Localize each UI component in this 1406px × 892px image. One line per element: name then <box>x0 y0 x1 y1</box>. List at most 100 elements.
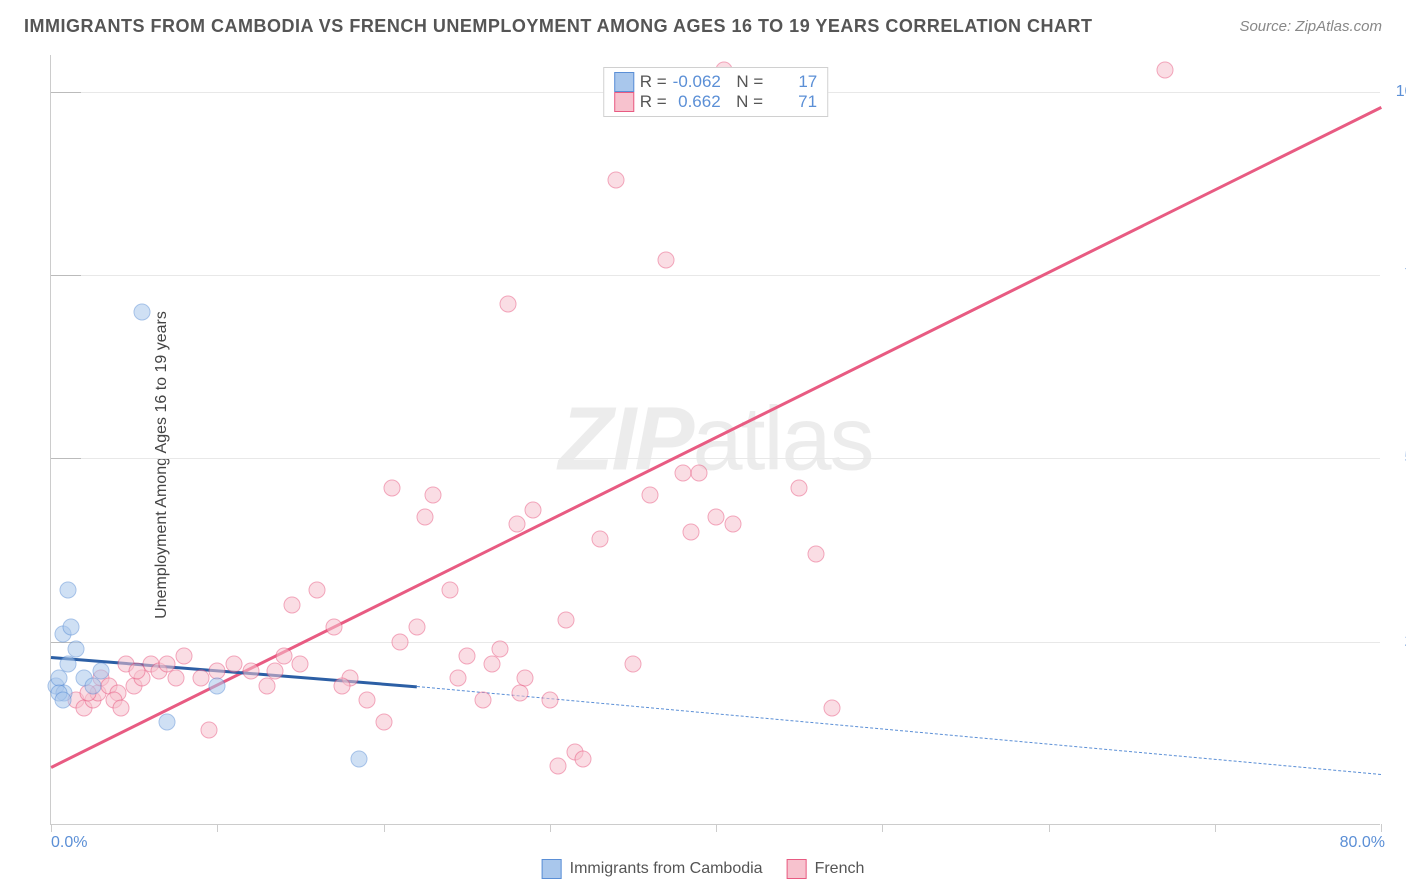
data-point <box>591 531 608 548</box>
data-point <box>350 751 367 768</box>
legend-item-cambodia: Immigrants from Cambodia <box>542 859 763 879</box>
chart-title: IMMIGRANTS FROM CAMBODIA VS FRENCH UNEMP… <box>24 16 1093 37</box>
x-tick-label: 80.0% <box>1340 834 1385 852</box>
data-point <box>508 516 525 533</box>
data-point <box>159 714 176 731</box>
data-point <box>67 641 84 658</box>
data-point <box>209 677 226 694</box>
x-tick-mark <box>1215 824 1216 832</box>
data-point <box>1156 61 1173 78</box>
x-tick-mark <box>384 824 385 832</box>
legend-swatch-icon <box>542 859 562 879</box>
data-point <box>192 670 209 687</box>
data-point <box>483 655 500 672</box>
x-tick-mark <box>1049 824 1050 832</box>
data-point <box>383 479 400 496</box>
y-tick-label: 100.0% <box>1390 83 1406 101</box>
stat-r-value: -0.062 <box>673 72 721 92</box>
data-point <box>129 663 146 680</box>
data-point <box>134 303 151 320</box>
data-point <box>59 582 76 599</box>
stats-row: R = 0.662 N = 71 <box>614 92 818 112</box>
x-tick-mark <box>217 824 218 832</box>
data-point <box>824 699 841 716</box>
legend-swatch-icon <box>787 859 807 879</box>
data-point <box>375 714 392 731</box>
stats-legend: R = -0.062 N = 17 R = 0.662 N = 71 <box>603 67 829 117</box>
y-tick-label: 50.0% <box>1390 449 1406 467</box>
data-point <box>475 692 492 709</box>
x-tick-mark <box>51 824 52 832</box>
data-point <box>807 545 824 562</box>
y-tick-label: 25.0% <box>1390 633 1406 651</box>
data-point <box>708 509 725 526</box>
data-point <box>791 479 808 496</box>
legend-label: French <box>815 860 865 878</box>
data-point <box>458 648 475 665</box>
x-tick-mark <box>716 824 717 832</box>
source-label: Source: ZipAtlas.com <box>1239 18 1382 35</box>
data-point <box>511 685 528 702</box>
x-tick-mark <box>550 824 551 832</box>
plot-area: ZIPatlas 25.0%50.0%75.0%100.0%0.0%80.0%R… <box>50 55 1380 825</box>
stat-r-value: 0.662 <box>673 92 721 112</box>
data-point <box>358 692 375 709</box>
stat-r-label: R = <box>640 72 667 92</box>
data-point <box>724 516 741 533</box>
data-point <box>392 633 409 650</box>
data-point <box>267 663 284 680</box>
data-point <box>112 699 129 716</box>
stat-n-label: N = <box>727 92 763 112</box>
stats-row: R = -0.062 N = 17 <box>614 72 818 92</box>
data-point <box>541 692 558 709</box>
legend-swatch-icon <box>614 92 634 112</box>
data-point <box>167 670 184 687</box>
legend-bottom: Immigrants from Cambodia French <box>542 859 865 879</box>
data-point <box>325 619 342 636</box>
data-point <box>309 582 326 599</box>
data-point <box>200 721 217 738</box>
stat-n-value: 71 <box>769 92 817 112</box>
stat-n-label: N = <box>727 72 763 92</box>
data-point <box>92 663 109 680</box>
data-point <box>225 655 242 672</box>
data-point <box>641 487 658 504</box>
data-point <box>259 677 276 694</box>
legend-swatch-icon <box>614 72 634 92</box>
data-point <box>691 465 708 482</box>
legend-label: Immigrants from Cambodia <box>570 860 763 878</box>
x-tick-label: 0.0% <box>51 834 87 852</box>
data-point <box>62 619 79 636</box>
x-tick-mark <box>882 824 883 832</box>
data-point <box>54 692 71 709</box>
data-point <box>658 252 675 269</box>
y-tick-label: 75.0% <box>1390 266 1406 284</box>
gridline <box>51 642 1380 643</box>
data-point <box>59 655 76 672</box>
data-point <box>624 655 641 672</box>
data-point <box>333 677 350 694</box>
watermark: ZIPatlas <box>558 388 872 491</box>
data-point <box>450 670 467 687</box>
data-point <box>674 465 691 482</box>
legend-item-french: French <box>787 859 865 879</box>
data-point <box>408 619 425 636</box>
data-point <box>176 648 193 665</box>
data-point <box>500 296 517 313</box>
data-point <box>84 677 101 694</box>
data-point <box>442 582 459 599</box>
stat-r-label: R = <box>640 92 667 112</box>
stat-n-value: 17 <box>769 72 817 92</box>
x-tick-mark <box>1381 824 1382 832</box>
data-point <box>525 501 542 518</box>
data-point <box>284 597 301 614</box>
chart-container: Unemployment Among Ages 16 to 19 years Z… <box>0 45 1406 885</box>
data-point <box>683 523 700 540</box>
data-point <box>558 611 575 628</box>
gridline <box>51 458 1380 459</box>
data-point <box>292 655 309 672</box>
gridline <box>51 275 1380 276</box>
data-point <box>417 509 434 526</box>
data-point <box>425 487 442 504</box>
data-point <box>575 751 592 768</box>
